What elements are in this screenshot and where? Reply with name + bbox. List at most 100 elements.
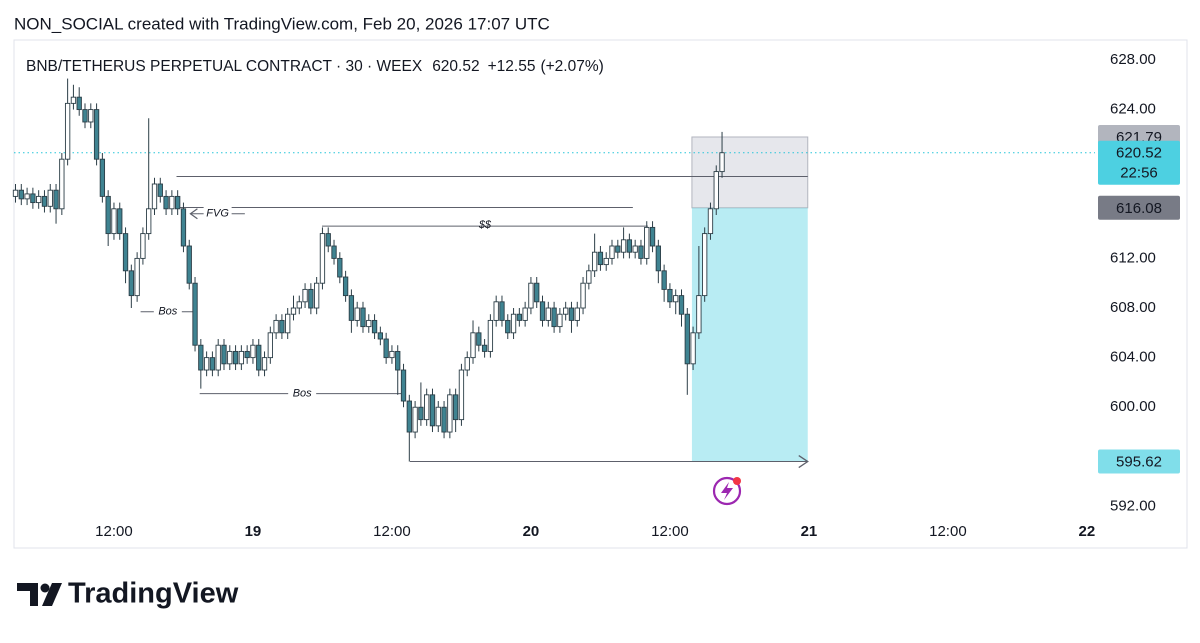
- candle-body: [597, 251, 604, 266]
- candle-body: [632, 245, 638, 253]
- candle-body: [325, 233, 331, 247]
- target-label-bg: [1098, 449, 1180, 474]
- candle-body: [516, 313, 522, 321]
- candle-body: [406, 400, 412, 433]
- last-price-bg: [1098, 140, 1180, 185]
- last-price: 620.52: [432, 58, 479, 75]
- last-price-label: 620.52: [1116, 145, 1162, 162]
- annotation-label: Bos: [158, 306, 177, 318]
- candle-body: [476, 332, 482, 346]
- candle-body: [348, 295, 355, 321]
- candle-body: [105, 195, 111, 235]
- candle-body: [667, 288, 673, 303]
- y-tick-label: 604.00: [1110, 349, 1156, 366]
- axis-layer: 592.00 600.00 604.00 608.00 612.00 624.00 628.…: [95, 51, 1180, 540]
- candle-body: [696, 295, 702, 334]
- candle-body: [534, 282, 540, 303]
- candle-body: [93, 109, 100, 160]
- candle-body: [557, 313, 563, 328]
- candle-body: [400, 369, 407, 402]
- candle-body: [354, 307, 360, 321]
- candle-body: [609, 245, 615, 259]
- stop-zone: [691, 136, 809, 209]
- candle-body: [638, 245, 644, 259]
- candle-body: [18, 189, 24, 200]
- candle-body: [493, 301, 499, 321]
- candle-body: [545, 307, 551, 321]
- candle-body: [690, 332, 696, 365]
- y-tick-label: 628.00: [1110, 51, 1156, 68]
- chart-frame: [13, 39, 1188, 549]
- x-tick-label: 12:00: [373, 523, 411, 540]
- candle-body: [603, 257, 609, 266]
- y-tick-label: 612.00: [1110, 249, 1156, 266]
- annotation-label: $$: [478, 219, 492, 231]
- candle-body: [389, 350, 395, 359]
- candle-body: [418, 406, 424, 421]
- arrow-head: [798, 455, 809, 469]
- x-tick-label: 21: [801, 523, 818, 540]
- candle-body: [319, 233, 326, 284]
- candle-body: [53, 189, 59, 210]
- candle-body: [47, 189, 53, 207]
- credit: NON_SOCIAL created with TradingView.com,…: [14, 14, 550, 33]
- candle-body: [464, 357, 470, 371]
- candle-body: [702, 233, 708, 297]
- candle-body: [673, 295, 679, 303]
- label-bg: [153, 303, 182, 320]
- brand-logo: [17, 583, 62, 606]
- candle-body: [134, 257, 140, 297]
- candle-body: [684, 313, 690, 365]
- candle-body: [435, 406, 441, 427]
- candle-body: [580, 282, 586, 309]
- candle-body: [371, 319, 378, 334]
- candle-body: [412, 406, 418, 433]
- candle-body: [424, 394, 430, 421]
- candle-body: [383, 338, 389, 359]
- candle-body: [655, 245, 661, 272]
- candle-body: [429, 394, 436, 427]
- candle-body: [64, 102, 71, 160]
- candle-body: [24, 193, 30, 200]
- candle-body: [36, 195, 42, 204]
- plot-area: FVG $$ Bos Bos: [12, 78, 1095, 469]
- candle-body: [70, 96, 77, 104]
- candle-body: [574, 307, 580, 321]
- candle-body: [337, 257, 343, 278]
- candle-body: [203, 357, 210, 371]
- candle-body: [441, 406, 447, 433]
- x-tick-label: 22: [1079, 523, 1096, 540]
- candle-body: [117, 208, 123, 235]
- label-bg: [288, 385, 317, 402]
- candle-body: [296, 301, 302, 309]
- countdown: 22:56: [1120, 165, 1158, 182]
- candle-body: [163, 195, 169, 210]
- x-tick-label: 12:00: [95, 523, 133, 540]
- x-tick-label: 12:00: [929, 523, 967, 540]
- y-tick-label: 592.00: [1110, 497, 1156, 514]
- candle-body: [395, 350, 401, 371]
- candle-body: [568, 307, 575, 321]
- y-tick-label: 608.00: [1110, 299, 1156, 316]
- candle-body: [140, 233, 146, 259]
- candle-body: [487, 319, 494, 352]
- candle-body: [128, 270, 134, 297]
- candle-body: [661, 270, 667, 290]
- candle-body: [505, 319, 511, 334]
- candle-body: [76, 96, 82, 111]
- annotation-label: FVG: [206, 208, 229, 220]
- candle-body: [151, 183, 158, 210]
- candle-body: [285, 313, 291, 334]
- x-tick-label: 12:00: [651, 523, 689, 540]
- candle-body: [261, 357, 268, 371]
- candle-body: [626, 239, 633, 253]
- candle-body: [314, 282, 320, 309]
- candle-body: [41, 195, 48, 207]
- candle-body: [522, 307, 528, 321]
- x-tick-label: 20: [523, 523, 540, 540]
- brand: TradingView: [68, 578, 239, 610]
- y-tick-label: 624.00: [1110, 101, 1156, 118]
- candle-body: [30, 193, 36, 204]
- candle-body: [331, 245, 337, 259]
